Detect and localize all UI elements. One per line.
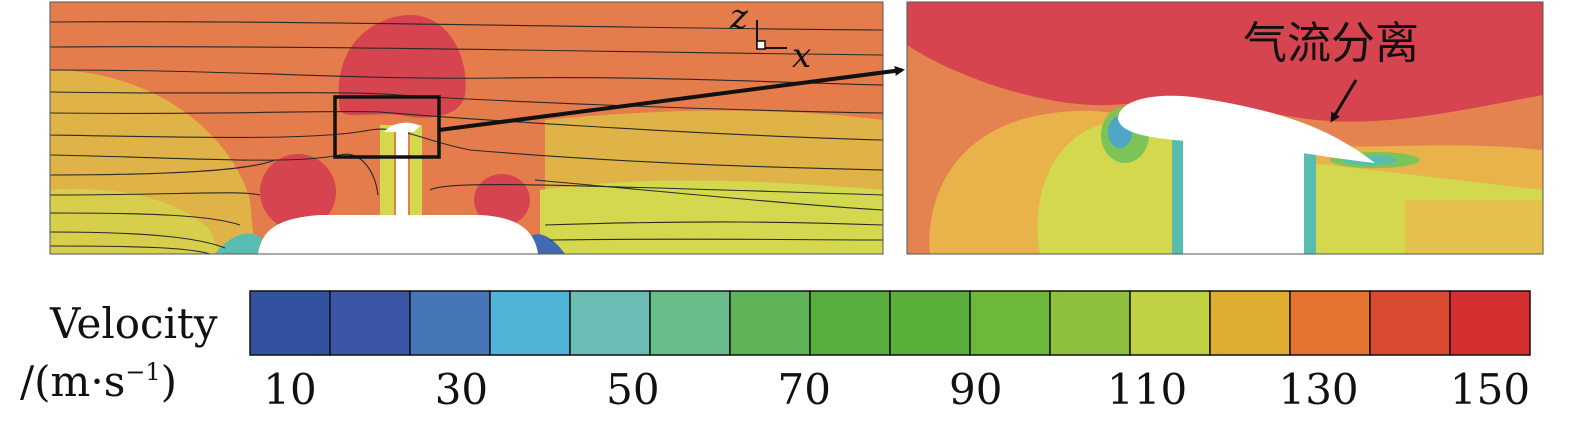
pantograph-head-airfoil <box>1118 95 1375 163</box>
colorbar-tick-label: 70 <box>778 365 831 414</box>
legend-unit-close: ) <box>161 357 177 406</box>
detail-pale-region <box>1405 200 1543 254</box>
colorbar-segment <box>1369 290 1451 356</box>
legend-unit-main: /(m·s <box>20 357 125 406</box>
colorbar-tick-label: 150 <box>1450 365 1530 414</box>
zoom-arrow <box>438 65 905 132</box>
colorbar-segment <box>1209 290 1291 356</box>
colorbar-segment <box>249 290 331 356</box>
colorbar-segment <box>329 290 411 356</box>
legend: Velocity /(m·s−1) 10 30 50 70 90 110 130 150 <box>20 290 1531 414</box>
overview-contour-panel <box>50 2 883 254</box>
colorbar-segment <box>1289 290 1371 356</box>
vehicle-body <box>258 215 538 254</box>
colorbar-segment <box>809 290 891 356</box>
colorbar-segment <box>1129 290 1211 356</box>
downstream-yellow-region <box>540 180 883 254</box>
legend-title: Velocity <box>49 299 218 348</box>
overview-panel-frame <box>49 1 884 255</box>
ground-boundary-layer-right <box>528 234 565 254</box>
colorbar-tick-label: 10 <box>263 365 316 414</box>
colorbar-tick-label: 30 <box>435 365 488 414</box>
colorbar-segment <box>489 290 571 356</box>
colorbar-tick-label: 110 <box>1107 365 1187 414</box>
axes-indicator: z x <box>729 0 811 76</box>
legend-unit-exponent: −1 <box>125 358 160 386</box>
streamlines <box>50 21 883 254</box>
pantograph-head <box>384 122 420 132</box>
colorbar-segment <box>1449 290 1531 356</box>
colorbar <box>249 290 1531 356</box>
colorbar-segment <box>889 290 971 356</box>
colorbar-segment <box>649 290 731 356</box>
fast-flow-blob-right <box>474 174 530 226</box>
flow-separation-arrow <box>1330 79 1358 123</box>
legend-unit: /(m·s−1) <box>20 357 177 406</box>
colorbar-segment <box>1049 290 1131 356</box>
flow-separation-label: 气流分离 <box>1243 18 1419 69</box>
pantograph-mast <box>396 128 408 218</box>
pylon-wake-right <box>410 125 422 220</box>
detail-panel-frame <box>906 1 1544 255</box>
fast-flow-blob-left <box>260 154 336 230</box>
colorbar-ticks: 10 30 50 70 90 110 130 150 <box>263 365 1530 414</box>
pantograph-mast-detail <box>1183 138 1304 254</box>
colorbar-tick-label: 90 <box>949 365 1002 414</box>
colorbar-segment <box>409 290 491 356</box>
colorbar-segment <box>729 290 811 356</box>
detail-fast-region <box>907 2 1543 122</box>
z-axis-label: z <box>729 0 749 37</box>
pylon-wake-left <box>380 125 394 220</box>
ground-boundary-layer-left <box>215 233 262 254</box>
colorbar-tick-label: 50 <box>606 365 659 414</box>
colorbar-segment <box>969 290 1051 356</box>
colorbar-tick-label: 130 <box>1278 365 1358 414</box>
detail-contour-panel <box>907 2 1543 254</box>
zoom-region-box <box>333 95 441 159</box>
x-axis-label: x <box>792 36 811 76</box>
colorbar-segment <box>569 290 651 356</box>
fast-flow-bubble-top <box>338 15 466 118</box>
